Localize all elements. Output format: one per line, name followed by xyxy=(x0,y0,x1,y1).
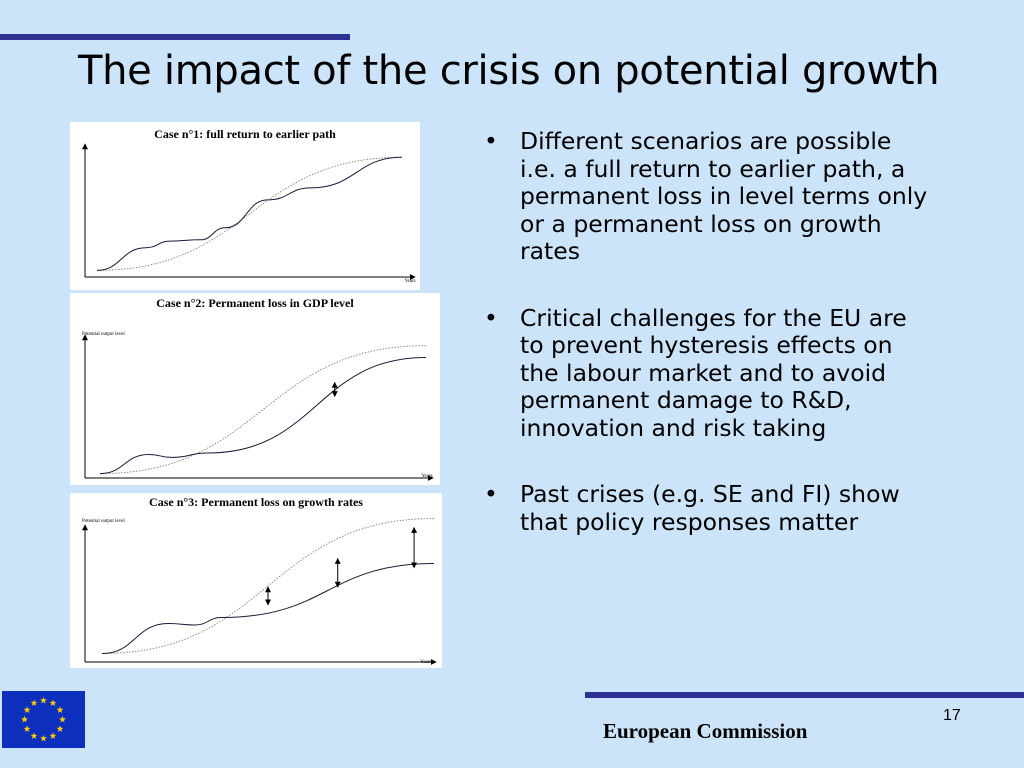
x-axis-label: Years xyxy=(420,660,431,665)
chart-case-2: Case n°2: Permanent loss in GDP level Pot… xyxy=(70,293,440,485)
flag-star-icon xyxy=(30,732,38,739)
chart-case-1: Case n°1: full return to earlier path Yea… xyxy=(70,122,420,290)
bullet-icon: • xyxy=(484,480,498,508)
flag-star-icon xyxy=(49,732,57,739)
flag-star-icon xyxy=(56,706,64,713)
flag-star-icon xyxy=(23,706,31,713)
chart-case-1-svg: Case n°1: full return to earlier path Yea… xyxy=(82,127,416,284)
flag-star-icon xyxy=(23,725,31,732)
flag-star-icon xyxy=(49,699,57,706)
footer-text: European Commission xyxy=(603,719,808,743)
y-axis-label: Potential output level xyxy=(82,332,125,337)
page-number: 17 xyxy=(943,707,961,724)
output-line-solid xyxy=(101,563,435,654)
eu-flag-stars xyxy=(21,696,66,742)
bullet-text: Past crises (e.g. SE and FI) show that p… xyxy=(520,480,900,536)
chart-case-3-svg: Case n°3: Permanent loss on growth rates… xyxy=(82,495,437,665)
footer-rule xyxy=(585,692,1024,698)
x-axis-label: Years xyxy=(404,279,415,284)
trend-line-dotted xyxy=(96,156,403,271)
x-axis-label: Years xyxy=(421,474,432,479)
flag-star-icon xyxy=(40,734,47,742)
bullet-text: Different scenarios are possible i.e. a … xyxy=(520,127,928,265)
bullet-item: • Past crises (e.g. SE and FI) show that… xyxy=(484,480,934,536)
bullet-list: • Different scenarios are possible i.e. … xyxy=(484,127,934,575)
chart-title: Case n°1: full return to earlier path xyxy=(154,127,336,141)
flag-star-icon xyxy=(21,715,28,723)
flag-star-icon xyxy=(40,696,47,704)
flag-star-icon xyxy=(59,715,66,723)
chart-case-3: Case n°3: Permanent loss on growth rates… xyxy=(70,493,442,668)
slide-title: The impact of the crisis on potential gr… xyxy=(78,48,940,94)
title-rule xyxy=(0,34,350,40)
bullet-item: • Critical challenges for the EU are to … xyxy=(484,303,934,443)
chart-title: Case n°2: Permanent loss in GDP level xyxy=(156,296,354,310)
chart-title: Case n°3: Permanent loss on growth rates xyxy=(149,495,363,509)
eu-flag-icon xyxy=(2,691,85,748)
flag-star-icon xyxy=(56,725,64,732)
trend-line-dotted xyxy=(101,518,435,654)
output-line-solid xyxy=(96,156,403,271)
bullet-item: • Different scenarios are possible i.e. … xyxy=(484,127,934,266)
bullet-text: Critical challenges for the EU are to pr… xyxy=(520,303,907,442)
chart-case-2-svg: Case n°2: Permanent loss in GDP level Pot… xyxy=(82,296,434,481)
bullet-icon: • xyxy=(484,303,498,332)
output-line-solid xyxy=(99,356,427,475)
flag-star-icon xyxy=(30,699,38,706)
y-axis-label: Potential output level xyxy=(82,519,125,524)
bullet-icon: • xyxy=(484,127,498,155)
